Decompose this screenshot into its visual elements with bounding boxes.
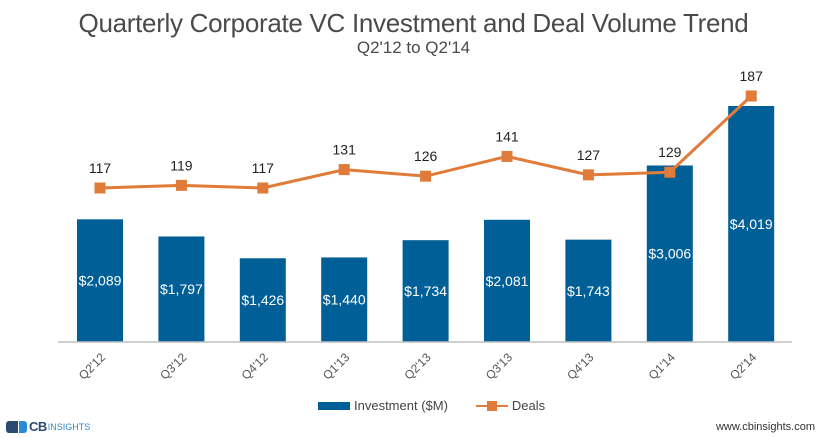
x-tick-label-8: Q2'14 xyxy=(727,350,760,383)
bar-label-2: $1,426 xyxy=(241,292,284,308)
bar-label-8: $4,019 xyxy=(730,216,773,232)
legend-item-deals[interactable]: Deals xyxy=(475,398,546,413)
bar-3 xyxy=(321,257,368,342)
x-tick-label-7: Q1'14 xyxy=(646,350,679,383)
bar-8 xyxy=(728,106,775,342)
legend-swatch-deals xyxy=(475,400,508,411)
bar-4 xyxy=(402,240,449,342)
deal-marker-4 xyxy=(420,170,432,182)
cb-insights-logo-icon xyxy=(6,420,27,433)
logo-text-cb: CB xyxy=(29,419,47,434)
deal-label-2: 117 xyxy=(252,160,275,176)
bar-0 xyxy=(77,219,123,342)
bar-label-0: $2,089 xyxy=(79,273,122,289)
bar-1 xyxy=(158,236,205,342)
deal-label-8: 187 xyxy=(740,68,764,84)
bar-6 xyxy=(565,239,612,342)
cb-insights-logo: CB INSIGHTS xyxy=(6,419,90,434)
deal-label-1: 119 xyxy=(170,157,193,173)
deal-marker-3 xyxy=(338,164,350,176)
deal-label-4: 126 xyxy=(414,148,438,164)
bar-7 xyxy=(646,165,693,342)
x-tick-labels: Q2'12 Q3'12 Q4'12 Q1'13 Q2'13 Q3'13 Q4'13 Q1'14… xyxy=(76,350,760,383)
deals-markers xyxy=(94,90,757,194)
bar-label-5: $2,081 xyxy=(486,273,529,289)
bar-label-1: $1,797 xyxy=(160,281,203,297)
x-tick-label-5: Q3'13 xyxy=(483,350,516,383)
x-tick-label-1: Q3'12 xyxy=(157,350,190,383)
bar-label-3: $1,440 xyxy=(323,292,366,308)
deal-label-5: 141 xyxy=(495,128,519,144)
bar-2 xyxy=(239,258,286,342)
x-tick-label-2: Q4'12 xyxy=(239,350,272,383)
bar-5 xyxy=(484,219,530,342)
x-tick-label-4: Q2'13 xyxy=(401,350,434,383)
chart-title: Quarterly Corporate VC Investment and De… xyxy=(78,8,749,38)
investment-bars xyxy=(77,106,775,342)
deal-marker-5 xyxy=(501,150,513,162)
legend-swatch-investment xyxy=(318,401,350,410)
bar-label-6: $1,743 xyxy=(567,283,610,299)
legend-label-deals: Deals xyxy=(511,398,546,413)
deal-marker-7 xyxy=(664,166,676,178)
bar-label-7: $3,006 xyxy=(648,246,691,262)
investment-bar-labels: $2,089 $1,797 $1,426 $1,440 $1,734 $2,081 $1,7… xyxy=(79,216,773,308)
deal-marker-1 xyxy=(175,179,187,191)
deal-marker-2 xyxy=(257,182,269,194)
deal-marker-8 xyxy=(745,90,757,102)
legend-label-investment: Investment ($M) xyxy=(354,398,448,413)
website-url: www.cbinsights.com xyxy=(715,421,815,433)
legend-item-investment[interactable]: Investment ($M) xyxy=(318,398,448,413)
deal-marker-0 xyxy=(94,182,106,194)
deal-label-0: 117 xyxy=(89,160,112,176)
deal-marker-6 xyxy=(582,169,594,181)
legend: Investment ($M) Deals xyxy=(318,398,573,413)
deal-label-6: 127 xyxy=(577,147,601,163)
x-tick-label-6: Q4'13 xyxy=(564,350,597,383)
logo-text-insights: INSIGHTS xyxy=(47,421,91,432)
deals-labels: 117 119 117 131 126 141 127 129 187 xyxy=(89,68,763,176)
deal-label-7: 129 xyxy=(658,144,682,160)
chart-subtitle: Q2'12 to Q2'14 xyxy=(356,38,471,57)
bar-label-4: $1,734 xyxy=(404,283,447,299)
x-tick-label-0: Q2'12 xyxy=(76,350,109,383)
deal-label-3: 131 xyxy=(333,142,357,158)
x-tick-label-3: Q1'13 xyxy=(320,350,353,383)
